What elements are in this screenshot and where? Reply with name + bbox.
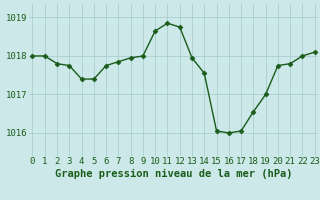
X-axis label: Graphe pression niveau de la mer (hPa): Graphe pression niveau de la mer (hPa) [55,169,292,179]
